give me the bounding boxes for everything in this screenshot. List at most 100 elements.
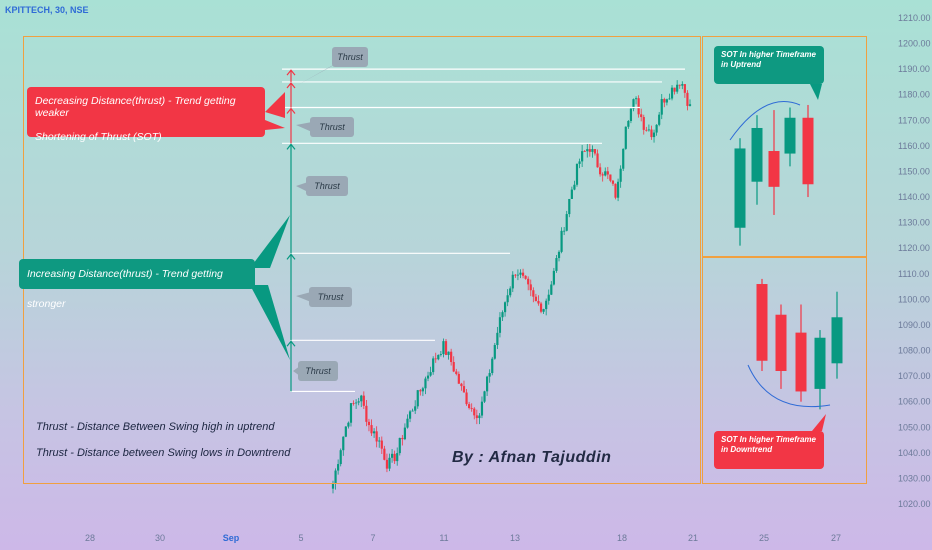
thrust-arrowhead	[286, 340, 296, 347]
htf-uptrend-body	[751, 127, 763, 182]
candle-body	[622, 148, 625, 169]
candle-body	[496, 332, 499, 346]
candle-body	[555, 258, 558, 271]
candle-body	[414, 406, 417, 411]
y-tick-label: 1210.00	[898, 13, 931, 23]
candle-body	[560, 230, 563, 252]
x-tick-label: 30	[155, 533, 165, 543]
candle-body	[429, 372, 432, 376]
htf-uptrend-body	[734, 148, 746, 228]
htf-downtrend-body	[831, 317, 843, 364]
candle-body	[660, 99, 663, 115]
candle-body	[390, 453, 394, 458]
x-tick-label: 11	[439, 533, 448, 543]
candle-body	[455, 371, 458, 374]
candle-body	[432, 358, 435, 373]
candle-body	[642, 117, 645, 130]
candle-body	[385, 459, 389, 469]
candle-body	[486, 376, 489, 392]
y-tick-label: 1160.00	[898, 141, 930, 151]
candle-body	[616, 181, 620, 198]
strengthening-callout: Increasing Distance(thrust) - Trend gett…	[19, 259, 255, 310]
candle-body	[588, 149, 591, 152]
candle-body	[557, 251, 561, 259]
candle-body	[650, 129, 653, 138]
y-tick-label: 1080.00	[898, 346, 931, 356]
candle-body	[519, 272, 522, 275]
thrust-arrowhead	[286, 253, 296, 260]
symbol-label[interactable]: KPITTECH, 30, NSE	[5, 5, 89, 15]
y-tick-label: 1110.00	[898, 269, 929, 279]
candle-body	[401, 437, 404, 440]
thrust-definition-downtrend: Thrust - Distance between Swing lows in …	[36, 447, 291, 459]
candle-body	[337, 464, 340, 471]
candle-body	[611, 180, 615, 184]
candle-body	[403, 427, 407, 440]
x-tick-label: 25	[759, 533, 769, 543]
candle-body	[670, 87, 674, 99]
candle-body	[601, 174, 604, 176]
thrust-tag: Thrust	[306, 176, 348, 196]
candle-body	[593, 149, 597, 154]
weakening-callout-line2: Shortening of Thrust (SOT)	[35, 131, 162, 143]
candle-body	[452, 362, 455, 372]
candle-body	[493, 345, 496, 359]
candle-body	[460, 383, 463, 387]
candle-body	[627, 120, 630, 127]
sot-downtrend-arc	[747, 364, 831, 408]
thrust-definition-uptrend: Thrust - Distance Between Swing high in …	[36, 421, 275, 433]
candle-body	[550, 284, 553, 295]
candle-body	[688, 104, 692, 106]
candle-body	[355, 402, 358, 404]
sot-uptrend-arc	[729, 101, 801, 141]
candle-body	[408, 411, 412, 419]
candle-body	[591, 149, 594, 152]
candle-body	[365, 405, 368, 422]
candle-body	[457, 373, 460, 384]
candle-body	[462, 386, 466, 393]
sot-uptrend-callout: SOT In higher Timeframe in Uptrend	[714, 46, 824, 84]
candle-body	[473, 408, 476, 416]
y-tick-label: 1100.00	[898, 294, 930, 304]
x-tick-label: 28	[85, 533, 95, 543]
x-tick-label: 27	[831, 533, 841, 543]
candle-body	[339, 450, 342, 465]
candle-body	[599, 167, 602, 175]
candle-body	[634, 98, 638, 100]
candle-body	[632, 99, 635, 109]
candle-body	[344, 426, 347, 437]
candle-body	[362, 395, 365, 406]
thrust-tag-pointer	[296, 182, 308, 192]
thrust-arrowhead	[286, 69, 296, 76]
weakening-callout-pointer	[265, 92, 285, 118]
thrust-arrowhead	[286, 107, 296, 114]
candle-body	[357, 401, 360, 403]
candle-body	[586, 149, 589, 152]
candle-body	[529, 284, 532, 291]
candle-body	[527, 278, 530, 285]
htf-downtrend-body	[795, 332, 807, 392]
thrust-tag: Thrust	[298, 361, 338, 381]
candle-body	[542, 309, 545, 312]
candle-body	[534, 296, 537, 301]
candle-body	[629, 108, 633, 121]
y-tick-label: 1130.00	[898, 218, 930, 228]
candle-body	[331, 483, 335, 489]
thrust-tag-pointer	[296, 292, 311, 302]
candle-body	[663, 99, 666, 103]
candle-body	[537, 300, 540, 304]
candle-body	[655, 124, 658, 133]
htf-uptrend-body	[784, 117, 796, 154]
candle-body	[396, 453, 399, 462]
thrust-arrowhead	[286, 143, 296, 150]
sot-downtrend-callout: SOT In higher Timeframe in Downtrend	[714, 431, 824, 469]
candle-body	[606, 171, 609, 175]
candle-body	[437, 354, 440, 360]
y-tick-label: 1170.00	[898, 115, 930, 125]
candle-body	[480, 401, 484, 416]
candle-body	[609, 174, 612, 181]
y-tick-label: 1190.00	[898, 64, 930, 74]
candle-body	[521, 272, 525, 276]
candle-body	[342, 436, 345, 451]
